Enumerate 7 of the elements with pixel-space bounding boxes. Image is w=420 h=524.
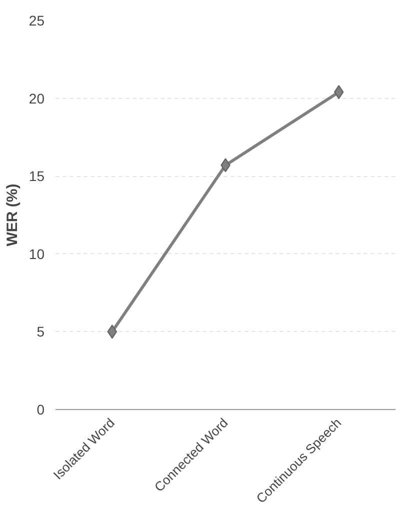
y-tick-label: 0 xyxy=(36,402,45,418)
y-tick-label: 15 xyxy=(28,168,45,184)
y-axis-title: WER (%) xyxy=(4,184,21,246)
y-tick-label: 10 xyxy=(28,246,45,262)
y-tick-label: 5 xyxy=(36,324,45,340)
y-tick-label: 20 xyxy=(28,90,45,106)
y-tick-label: 25 xyxy=(28,12,45,28)
